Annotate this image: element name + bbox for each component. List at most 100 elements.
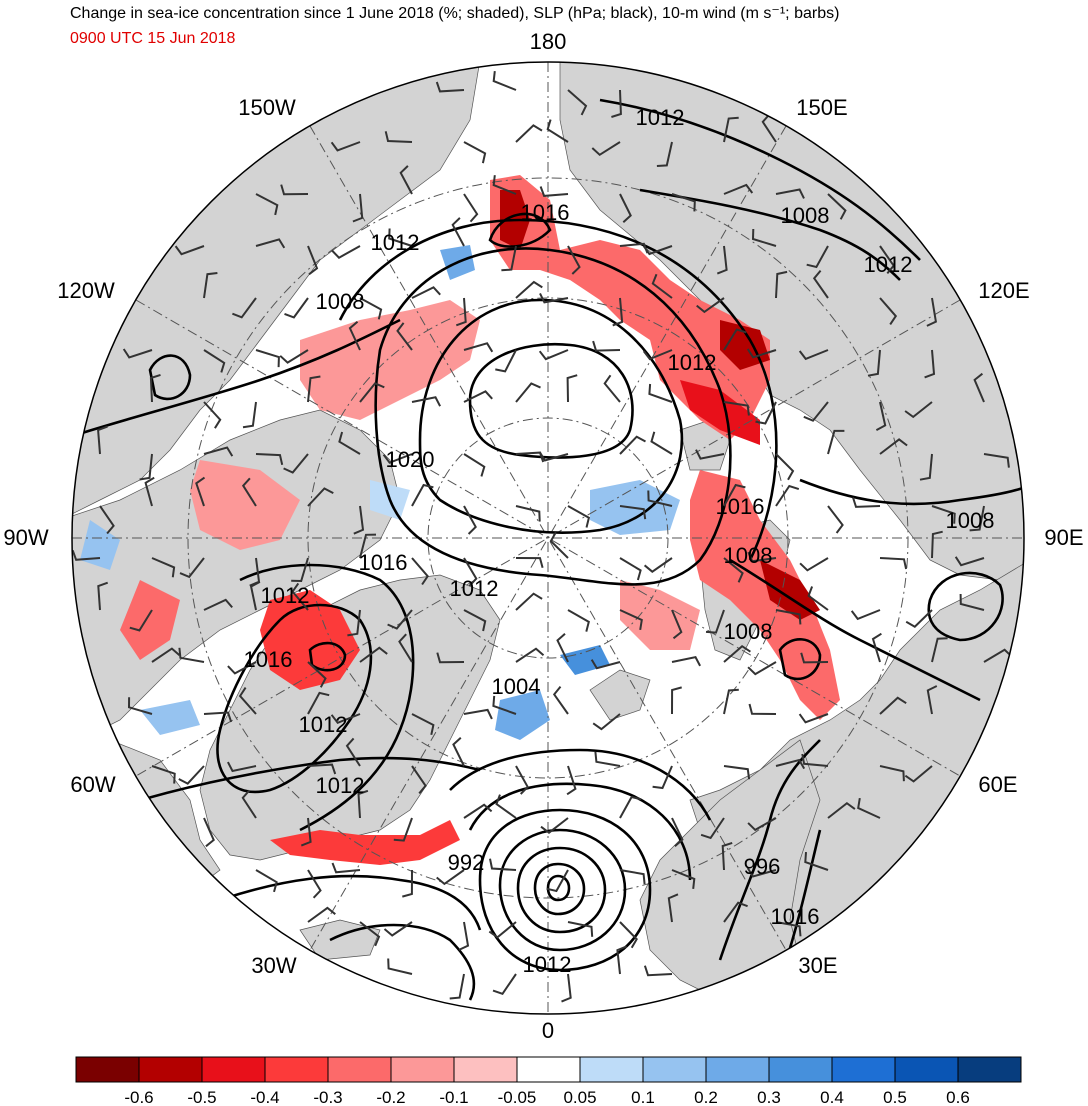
wind-barb — [411, 765, 427, 795]
wind-barb — [347, 609, 361, 637]
wind-barb — [203, 817, 215, 848]
slp-contour-980 — [546, 874, 571, 902]
wind-barb — [723, 688, 739, 715]
slp-contour — [729, 558, 981, 702]
wind-barb — [671, 869, 696, 890]
wind-barb — [255, 193, 279, 216]
wind-barb — [954, 556, 985, 567]
colorbar-tick-label: 0.6 — [946, 1088, 970, 1106]
wind-barb — [775, 921, 802, 937]
wind-barb — [449, 973, 465, 1000]
slp-contour-992 — [498, 828, 627, 952]
wind-barb — [723, 557, 744, 583]
wind-barb — [307, 375, 321, 403]
wind-barb — [411, 286, 441, 299]
wind-barb — [904, 765, 933, 783]
wind-barb — [671, 193, 696, 212]
wind-barb — [919, 453, 933, 481]
wind-barb — [667, 893, 679, 923]
wind-barb — [827, 801, 856, 819]
wind-barb — [411, 713, 435, 736]
wind-barb — [619, 435, 646, 455]
wind-barb — [775, 609, 802, 625]
longitude-label-90e: 90E — [1044, 525, 1084, 550]
wind-barb — [255, 869, 278, 893]
colorbar-tick-label: -0.3 — [313, 1088, 342, 1106]
slp-contour-label: 1012 — [864, 252, 913, 277]
wind-barb — [151, 765, 176, 784]
slp-contour — [799, 478, 1024, 506]
wind-barb — [799, 557, 829, 572]
sea-ice-gain-patch — [495, 690, 550, 740]
wind-barb — [812, 269, 829, 299]
wind-barb — [492, 175, 517, 195]
colorbar-bin — [390, 1056, 455, 1083]
wind-barb — [463, 141, 487, 164]
wind-barb — [97, 425, 108, 455]
slp-contour-1020 — [468, 342, 634, 459]
wind-barb — [775, 188, 805, 199]
wind-barb — [515, 765, 529, 795]
wind-barb — [227, 661, 257, 675]
wind-barb — [352, 193, 364, 223]
wind-barb — [411, 557, 429, 586]
colorbar-tick-label: 0.4 — [820, 1088, 844, 1106]
parallel-60n — [187, 177, 909, 899]
wind-barb — [435, 81, 465, 93]
wind-barb — [330, 713, 361, 725]
wind-barb — [879, 245, 895, 275]
wind-barb — [203, 401, 222, 429]
slp-contour-label: 1008 — [724, 619, 773, 644]
wind-barb — [307, 906, 336, 923]
wind-barb — [651, 273, 673, 299]
wind-barb — [307, 691, 330, 715]
wind-barb — [619, 869, 646, 885]
wind-barb — [463, 505, 477, 535]
wind-barb — [556, 633, 569, 663]
wind-barb — [331, 862, 361, 874]
wind-barb — [495, 794, 517, 819]
slp-contour-label: 1008 — [316, 289, 365, 314]
wind-barb — [122, 348, 153, 359]
wind-barb — [291, 557, 309, 583]
wind-barb — [284, 297, 309, 319]
wind-barb — [983, 453, 1010, 468]
wind-barb — [807, 586, 829, 611]
sea-ice-loss-patch — [680, 380, 760, 445]
wind-barb — [129, 609, 153, 632]
wind-barb — [515, 382, 541, 403]
wind-barb — [879, 297, 898, 325]
longitude-label-60e: 60E — [978, 772, 1018, 797]
wind-barb — [761, 113, 777, 143]
slp-contour-label: 1012 — [636, 105, 685, 130]
slp-contour-label: 1004 — [492, 674, 541, 699]
wind-barb — [279, 349, 309, 364]
slp-contour-1008-low — [308, 641, 347, 672]
wind-barb — [330, 141, 361, 152]
slp-contour-label: 1008 — [781, 203, 830, 228]
wind-barb — [463, 342, 494, 353]
wind-barb — [748, 703, 777, 715]
colorbar-tick-label: 0.05 — [563, 1088, 596, 1106]
slp-contour-984 — [533, 862, 586, 916]
wind-barb — [203, 598, 233, 611]
wind-barb — [619, 557, 642, 581]
wind-barb — [656, 141, 673, 167]
wind-barb — [359, 382, 385, 403]
colorbar-bin — [138, 1056, 203, 1083]
wind-barb — [492, 70, 517, 91]
colorbar-tick-label: -0.2 — [376, 1088, 405, 1106]
wind-barb — [546, 119, 569, 143]
wind-barb — [931, 505, 956, 524]
longitude-label-120e: 120E — [978, 278, 1030, 303]
slp-contour-label: 1012 — [523, 952, 572, 977]
wind-barb — [348, 320, 361, 351]
slp-contour-label: 1016 — [771, 904, 820, 929]
wind-barb — [463, 803, 493, 819]
wind-barb — [867, 349, 881, 377]
slp-contour-label: 1012 — [450, 576, 499, 601]
wind-barb — [619, 609, 643, 631]
longitude-label-30w: 30W — [251, 953, 297, 978]
wind-barb — [463, 557, 478, 587]
wind-barb — [242, 401, 257, 429]
